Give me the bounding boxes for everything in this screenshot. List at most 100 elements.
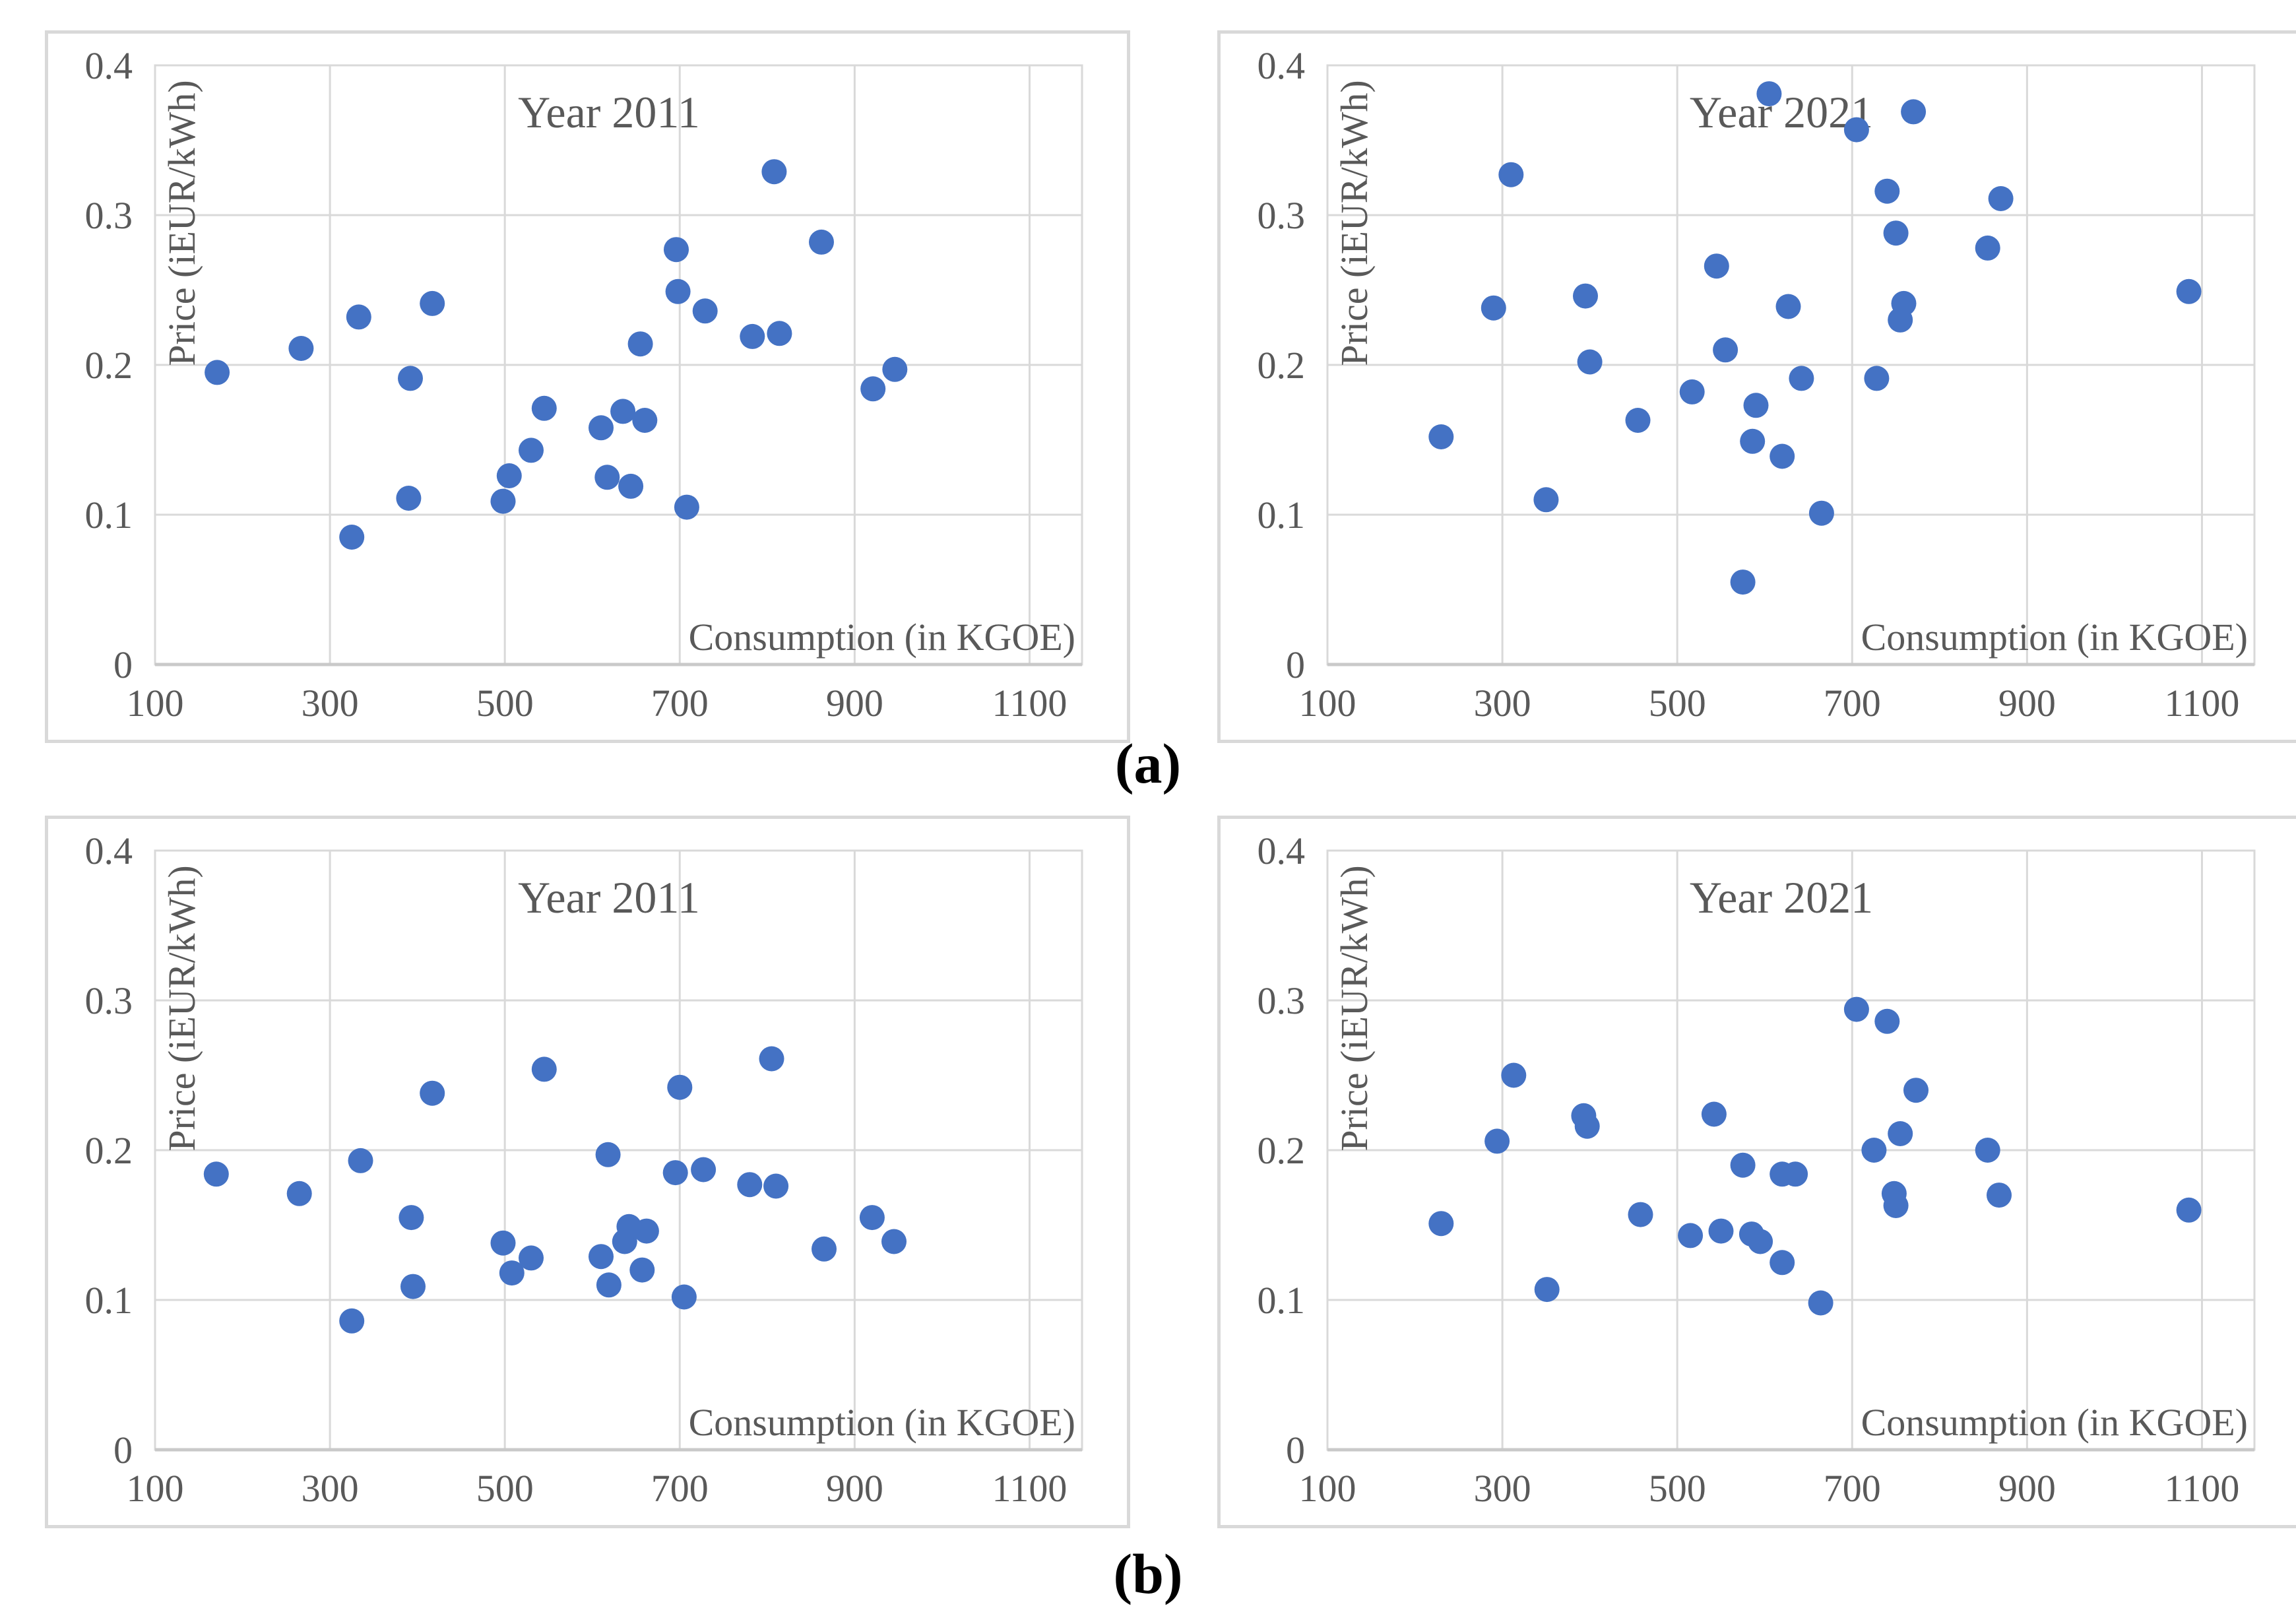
x-axis-tick-label: 500: [476, 682, 534, 725]
x-axis-title: Consumption (in KGOE): [689, 1401, 1075, 1444]
scatter-point: [339, 525, 365, 550]
scatter-point: [2176, 1197, 2202, 1223]
x-axis-tick-label: 700: [651, 1467, 709, 1510]
scatter-point: [595, 1142, 621, 1167]
scatter-point: [737, 1172, 763, 1198]
scatter-point: [1770, 443, 1795, 469]
x-axis-tick-label: 500: [1649, 682, 1706, 725]
x-axis-tick-label: 900: [1998, 682, 2056, 725]
y-axis-tick-label: 0.4: [1258, 44, 1306, 87]
scatter-point: [1874, 178, 1900, 204]
x-axis-tick-label: 500: [476, 1467, 534, 1510]
scatter-point: [1987, 1183, 2012, 1208]
scatter-point: [1903, 1078, 1929, 1103]
scatter-point: [859, 1205, 885, 1231]
scatter-point: [1701, 1101, 1727, 1127]
scatter-point: [420, 1080, 445, 1106]
x-axis-tick-label: 100: [1299, 682, 1356, 725]
scatter-point: [1874, 1008, 1900, 1034]
x-axis-tick-label: 1100: [2165, 682, 2240, 725]
x-axis-tick-label: 900: [826, 682, 883, 725]
scatter-point: [664, 237, 689, 263]
scatter-point: [1628, 1202, 1653, 1227]
scatter-point: [1481, 295, 1506, 321]
y-axis-tick-label: 0: [113, 643, 133, 686]
scatter-point: [339, 1308, 365, 1334]
scatter-point: [1533, 487, 1559, 513]
scatter-chart-a-year-2021: 0 0.1 0.2 0.3 0.4 100 300 500 700 900 1100 Year 202…: [1217, 30, 2296, 743]
scatter-point: [1573, 283, 1598, 309]
x-axis-tick-label: 900: [1998, 1467, 2056, 1510]
scatter-point: [1577, 349, 1603, 375]
scatter-point: [531, 1056, 557, 1082]
scatter-point: [396, 486, 422, 511]
scatter-point: [671, 1284, 697, 1310]
scatter-point: [1534, 1277, 1560, 1303]
scatter-point: [1748, 1229, 1773, 1254]
scatter-point: [1864, 366, 1890, 391]
x-axis-tick-label: 1100: [992, 682, 1068, 725]
scatter-point: [860, 376, 886, 402]
y-axis-tick-label: 0.4: [85, 44, 133, 87]
scatter-point: [1708, 1218, 1734, 1244]
scatter-point: [632, 408, 658, 433]
scatter-point: [1901, 99, 1927, 125]
scatter-point: [1975, 235, 2000, 261]
scatter-chart-b-year-2011: 0 0.1 0.2 0.3 0.4 100 300 500 700 900 1100 Year 201…: [45, 816, 1130, 1528]
panel-label-b: (b): [1113, 1542, 1183, 1605]
x-axis-tick-label: 700: [1824, 1467, 1881, 1510]
x-axis-tick-label: 300: [1474, 1467, 1531, 1510]
scatter-point: [596, 1272, 622, 1298]
y-axis-tick-label: 0.3: [1258, 979, 1306, 1022]
chart-canvas: 0 0.1 0.2 0.3 0.4 100 300 500 700 900 1100 Year 201…: [85, 829, 1083, 1510]
y-axis-tick-label: 0.2: [1258, 1129, 1306, 1172]
scatter-point: [1713, 337, 1738, 363]
scatter-point: [1743, 393, 1769, 418]
scatter-point: [399, 1205, 424, 1231]
y-axis-tick-label: 0.4: [85, 829, 133, 872]
x-axis-title: Consumption (in KGOE): [1861, 616, 2248, 659]
scatter-point: [674, 494, 699, 520]
y-axis-tick-label: 0.1: [1258, 1279, 1306, 1322]
scatter-point: [618, 473, 644, 499]
scatter-point: [1704, 253, 1729, 279]
y-axis-tick-label: 0: [1286, 643, 1305, 686]
scatter-point: [1730, 1152, 1756, 1178]
scatter-point: [1861, 1138, 1887, 1163]
scatter-point: [589, 415, 614, 441]
scatter-point: [809, 229, 834, 255]
scatter-point: [812, 1236, 837, 1262]
scatter-point: [1808, 1290, 1834, 1316]
scatter-point: [761, 159, 787, 185]
scatter-point: [1730, 569, 1756, 595]
scatter-point: [662, 1160, 688, 1186]
scatter-point: [1808, 500, 1834, 526]
scatter-point: [1740, 428, 1766, 454]
y-axis-title: Price (iEUR/kWh): [1333, 865, 1376, 1151]
panel-label-a: (a): [1114, 732, 1182, 795]
scatter-point: [286, 1181, 312, 1206]
y-axis-title: Price (iEUR/kWh): [1333, 80, 1376, 366]
scatter-point: [589, 1244, 614, 1270]
scatter-point: [665, 278, 691, 304]
scatter-point: [1789, 366, 1814, 391]
scatter-point: [629, 1257, 655, 1283]
scatter-point: [1574, 1113, 1600, 1139]
scatter-point: [1756, 81, 1782, 107]
scatter-point: [348, 1148, 373, 1173]
y-axis-tick-label: 0.4: [1258, 829, 1306, 872]
scatter-point: [1975, 1138, 2000, 1163]
scatter-point: [633, 1218, 659, 1244]
scatter-point: [763, 1173, 789, 1199]
scatter-chart-a-year-2011: 0 0.1 0.2 0.3 0.4 100 300 500 700 900 1100 Year 201…: [45, 30, 1130, 743]
x-axis-tick-label: 300: [302, 682, 359, 725]
scatter-point: [740, 323, 765, 349]
scatter-point: [1883, 1193, 1909, 1218]
y-axis-tick-label: 0.1: [1258, 494, 1306, 536]
scatter-point: [1428, 1211, 1454, 1237]
scatter-point: [1843, 117, 1869, 143]
x-axis-tick-label: 300: [302, 1467, 359, 1510]
scatter-point: [1883, 220, 1909, 246]
scatter-point: [1625, 408, 1651, 433]
